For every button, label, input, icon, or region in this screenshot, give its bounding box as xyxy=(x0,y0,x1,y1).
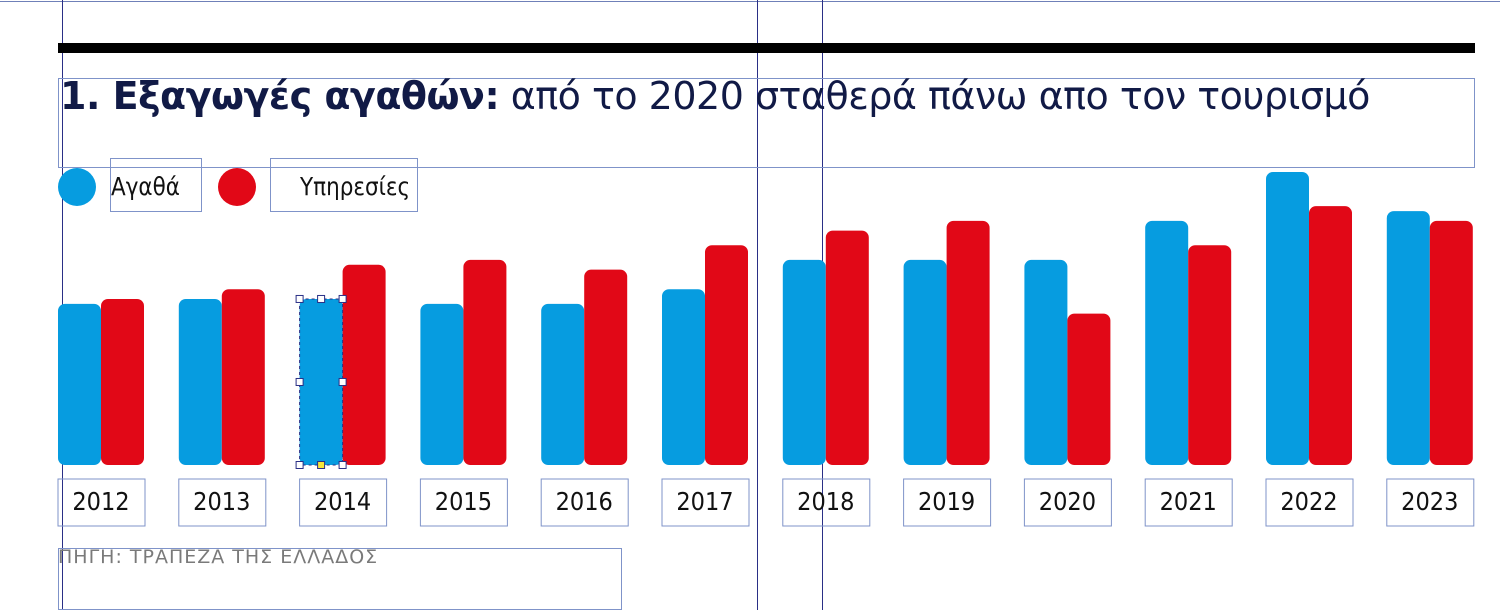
legend-services-frame[interactable] xyxy=(270,158,418,212)
x-tick-label-2019: 2019 xyxy=(918,487,975,516)
x-tick-label-2022: 2022 xyxy=(1280,487,1337,516)
tick-label-frame-2018[interactable] xyxy=(782,478,871,527)
bar-goods-2012[interactable] xyxy=(58,303,101,465)
bar-goods-2016[interactable] xyxy=(541,303,585,465)
bar-goods-2020[interactable] xyxy=(1024,259,1068,465)
x-tick-label-2012: 2012 xyxy=(72,487,129,516)
bar-goods-2014[interactable] xyxy=(299,298,343,465)
x-tick-label-2014: 2014 xyxy=(314,487,371,516)
tick-label-frame-2017[interactable] xyxy=(661,478,750,527)
selection-handle[interactable] xyxy=(338,377,347,386)
bar-goods-2017[interactable] xyxy=(662,289,705,465)
bar-services-2021[interactable] xyxy=(1188,245,1232,465)
x-tick-label-2020: 2020 xyxy=(1039,487,1096,516)
chart-title-bold: 1. Εξαγωγές αγαθών: xyxy=(60,74,500,118)
title-frame[interactable] xyxy=(58,78,1475,168)
legend-label-goods: Αγαθά xyxy=(111,172,180,201)
guide-line-top xyxy=(0,1,1500,2)
selection-handle[interactable] xyxy=(295,461,304,469)
bar-services-2014[interactable] xyxy=(342,264,386,465)
selection-handle[interactable] xyxy=(317,294,326,303)
bar-services-2016[interactable] xyxy=(584,269,628,465)
x-tick-label-2018: 2018 xyxy=(797,487,854,516)
bar-services-2022[interactable] xyxy=(1309,206,1352,465)
tick-label-frame-2023[interactable] xyxy=(1386,478,1475,527)
tick-label-frame-2019[interactable] xyxy=(903,478,992,527)
tick-label-frame-2013[interactable] xyxy=(178,478,267,527)
legend-label-services: Υπηρεσίες xyxy=(300,172,411,201)
chart-title: 1. Εξαγωγές αγαθών: από το 2020 σταθερά … xyxy=(60,74,1460,118)
legend-item-goods: Αγαθά xyxy=(58,168,208,206)
bar-services-2017[interactable] xyxy=(705,245,748,465)
selection-handle[interactable] xyxy=(295,294,304,303)
guide-line-mid xyxy=(757,0,758,610)
bar-services-2015[interactable] xyxy=(463,259,507,465)
x-tick-label-2021: 2021 xyxy=(1160,487,1217,516)
x-tick-label-2015: 2015 xyxy=(435,487,492,516)
bar-services-2012[interactable] xyxy=(101,298,144,465)
top-rule xyxy=(58,43,1475,53)
bar-goods-2018[interactable] xyxy=(782,259,826,465)
x-tick-label-2016: 2016 xyxy=(556,487,613,516)
x-tick-label-2017: 2017 xyxy=(676,487,733,516)
legend-item-services: Υπηρεσίες xyxy=(218,168,428,206)
tick-label-frame-2014[interactable] xyxy=(299,478,388,527)
tick-label-frame-2021[interactable] xyxy=(1144,478,1233,527)
tick-label-frame-2020[interactable] xyxy=(1023,478,1112,527)
chart-title-rest: από το 2020 σταθερά πάνω απο τον τουρισμ… xyxy=(499,74,1371,118)
bar-services-2013[interactable] xyxy=(221,289,265,465)
selection-handle[interactable] xyxy=(338,294,347,303)
bar-goods-2021[interactable] xyxy=(1145,220,1189,465)
legend-swatch-goods xyxy=(58,168,96,206)
selection-handle[interactable] xyxy=(317,461,326,469)
x-tick-label-2013: 2013 xyxy=(193,487,250,516)
bar-services-2019[interactable] xyxy=(946,220,990,465)
tick-label-frame-2015[interactable] xyxy=(419,478,508,527)
bar-goods-2015[interactable] xyxy=(420,303,464,465)
bar-services-2023[interactable] xyxy=(1429,220,1473,465)
tick-label-frame-2012[interactable] xyxy=(57,478,146,527)
bar-goods-2023[interactable] xyxy=(1386,211,1430,465)
selection-handle[interactable] xyxy=(295,377,304,386)
tick-label-frame-2016[interactable] xyxy=(540,478,629,527)
bar-goods-2022[interactable] xyxy=(1266,172,1309,465)
bar-services-2020[interactable] xyxy=(1067,313,1111,465)
selection-handle[interactable] xyxy=(338,461,347,469)
source-note: ΠΗΓΗ: ΤΡΑΠΕΖΑ ΤΗΣ ΕΛΛΑΔΟΣ xyxy=(58,546,379,568)
bar-services-2018[interactable] xyxy=(825,230,869,465)
bar-goods-2013[interactable] xyxy=(178,298,222,465)
x-tick-label-2023: 2023 xyxy=(1401,487,1458,516)
tick-label-frame-2022[interactable] xyxy=(1265,478,1354,527)
legend-goods-frame[interactable] xyxy=(110,158,202,212)
bar-goods-2019[interactable] xyxy=(903,259,947,465)
legend-swatch-services xyxy=(218,168,256,206)
